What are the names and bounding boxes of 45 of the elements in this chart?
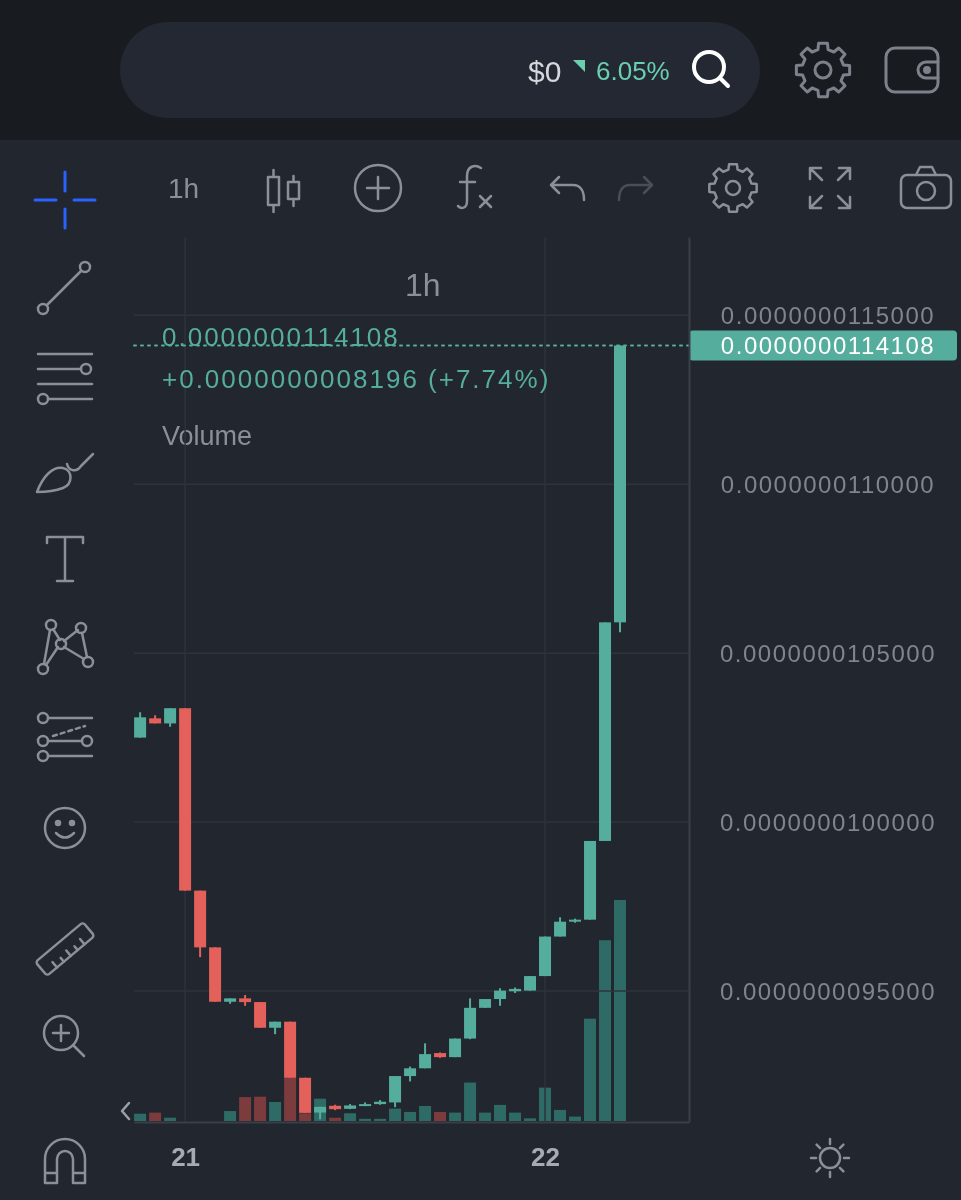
bar: [494, 1104, 507, 1121]
bar: [284, 1077, 297, 1121]
text: 6.05%: [596, 56, 670, 86]
bar: [434, 1111, 447, 1121]
bar: [584, 1018, 597, 1121]
bar: [224, 1111, 237, 1121]
bar: [419, 1105, 432, 1121]
candlestick: [164, 707, 177, 728]
chart-title: Volume: [162, 421, 253, 451]
bar: [344, 1113, 357, 1121]
bar: [299, 1113, 312, 1121]
bar: [254, 1096, 267, 1121]
bar: [554, 1109, 567, 1121]
bar: [599, 940, 612, 1121]
bar: [449, 1112, 462, 1121]
bar: [569, 1116, 582, 1121]
annotation: +0.0000000008196 (+7.74%): [162, 364, 551, 394]
bar: [149, 1112, 162, 1121]
bar: [269, 1101, 282, 1121]
y-tick-label: 0.0000000100000: [719, 808, 937, 836]
candlestick: [419, 1042, 432, 1070]
bar: [509, 1112, 522, 1121]
bar: [329, 1117, 342, 1122]
bar: [479, 1112, 492, 1121]
text: $0: [528, 55, 562, 88]
candlestick: [134, 711, 147, 739]
bar: [164, 1117, 177, 1122]
y-tick-label: 0.0000000115000: [720, 302, 936, 330]
ref-line-label: 0.0000000114108: [720, 331, 936, 359]
x-tick-label: 21: [171, 1142, 201, 1173]
x-tick-label: 22: [531, 1142, 560, 1173]
y-tick-label: 0.0000000105000: [719, 640, 937, 668]
text: 1h: [405, 267, 441, 303]
bar: [404, 1111, 417, 1121]
bar: [614, 900, 626, 1121]
bar: [134, 1113, 147, 1121]
bar: [239, 1097, 252, 1121]
y-tick-label: 0.0000000110000: [720, 471, 936, 499]
text: 1h: [168, 173, 200, 204]
bar: [464, 1082, 477, 1121]
annotation: 0.0000000114108: [162, 322, 400, 352]
y-tick-label: 0.0000000095000: [719, 977, 937, 1005]
bar: [524, 1118, 537, 1121]
candlestick: [554, 916, 567, 938]
bar: [389, 1108, 402, 1121]
